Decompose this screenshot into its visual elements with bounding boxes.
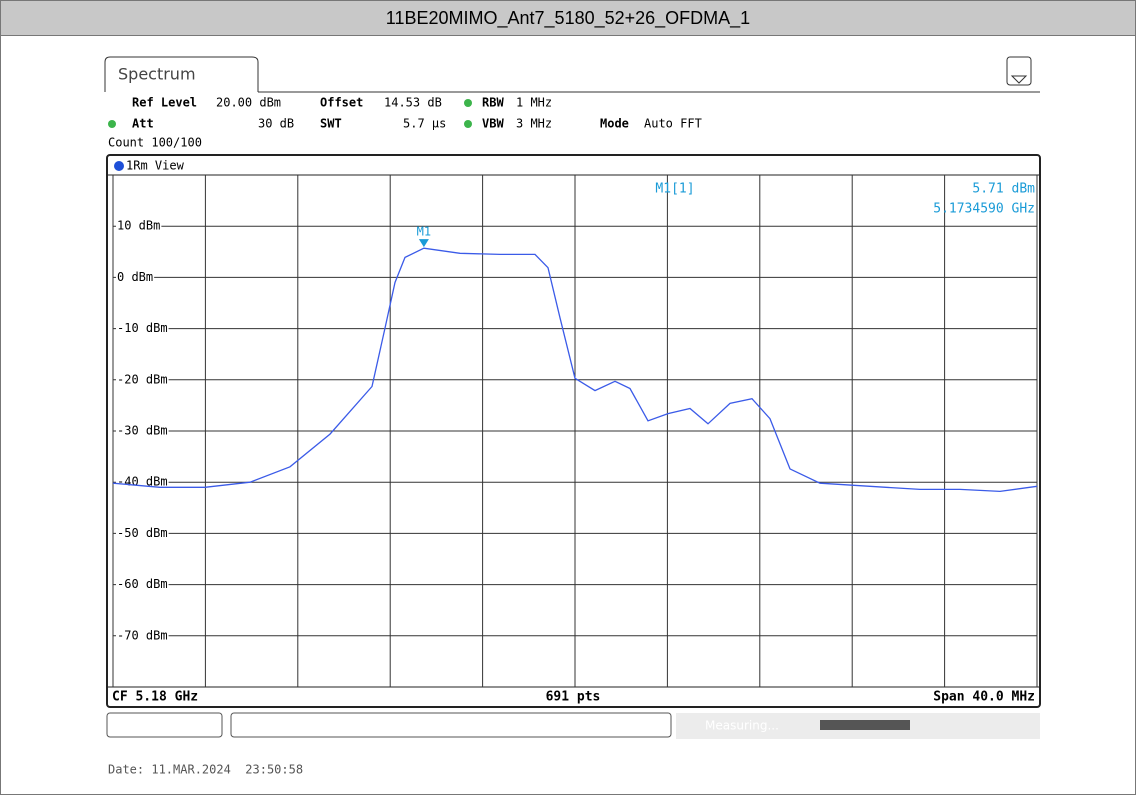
count: Count 100/100 xyxy=(108,136,202,150)
y-tick-label: 0 dBm xyxy=(117,270,153,284)
menu-icon xyxy=(1010,75,1028,84)
value: Auto FFT xyxy=(644,117,702,131)
value: 3 MHz xyxy=(516,117,552,131)
y-tick-label: -30 dBm xyxy=(117,424,168,438)
label-bg xyxy=(116,218,162,233)
title-bar xyxy=(0,0,1136,36)
y-tick-label: -10 dBm xyxy=(117,321,168,335)
value: 30 dB xyxy=(258,117,294,131)
label: RBW xyxy=(482,96,504,110)
marker-label: M1 xyxy=(417,225,431,239)
label-bg xyxy=(116,321,169,336)
marker-y: 5.71 dBm xyxy=(972,182,1035,197)
label-bg xyxy=(116,269,155,284)
date: Date: 11.MAR.2024 23:50:58 xyxy=(108,763,303,777)
label: VBW xyxy=(482,117,504,131)
label-bg xyxy=(116,423,169,438)
led xyxy=(108,120,116,128)
marker-x: 5.1734590 GHz xyxy=(933,202,1035,217)
label: Offset xyxy=(320,96,363,110)
label: Mode xyxy=(600,117,629,131)
led xyxy=(464,120,472,128)
y-tick-label: 10 dBm xyxy=(117,219,160,233)
value: 20.00 dBm xyxy=(216,96,281,110)
view-dot xyxy=(114,161,124,171)
marker-readout: M1[1] xyxy=(655,182,694,197)
value: 1 MHz xyxy=(516,96,552,110)
value: 5.7 µs xyxy=(403,117,446,131)
label-bg xyxy=(116,372,169,387)
status: Measuring... xyxy=(705,719,779,733)
marker xyxy=(418,239,429,248)
label: Att xyxy=(132,117,154,131)
led xyxy=(464,99,472,107)
y-tick-label: -70 dBm xyxy=(117,628,168,642)
softkey[interactable] xyxy=(230,712,672,738)
footer-center: 691 pts xyxy=(546,690,601,705)
settings: Ref Level 20.00 dBm Offset 14.53 dB RBW … xyxy=(108,96,702,150)
value: 14.53 dB xyxy=(384,96,442,110)
label-bg xyxy=(116,525,169,540)
page-title: 11BE20MIMO_Ant7_5180_52+26_OFDMA_1 xyxy=(386,8,750,29)
y-tick-label: -60 dBm xyxy=(117,577,168,591)
footer-left: CF 5.18 GHz xyxy=(112,690,198,705)
label-bg xyxy=(116,628,169,643)
label: SWT xyxy=(320,117,342,131)
trace xyxy=(112,247,1038,493)
menu-button[interactable] xyxy=(1006,56,1032,86)
view-label: 1Rm View xyxy=(126,159,185,173)
softkey[interactable] xyxy=(106,712,223,738)
tab xyxy=(104,56,259,92)
y-tick-label: -50 dBm xyxy=(117,526,168,540)
tab-label[interactable]: Spectrum xyxy=(118,65,196,84)
y-tick-label: -40 dBm xyxy=(117,475,168,489)
y-tick-label: -20 dBm xyxy=(117,372,168,386)
label-bg xyxy=(116,577,169,592)
plot: 10 dBm 0 dBm -10 dBm -20 dBm -30 dBm -40 dBm -… xyxy=(112,175,1038,705)
label: Ref Level xyxy=(132,96,197,110)
progress xyxy=(820,720,910,730)
footer-right: Span 40.0 MHz xyxy=(933,690,1035,705)
